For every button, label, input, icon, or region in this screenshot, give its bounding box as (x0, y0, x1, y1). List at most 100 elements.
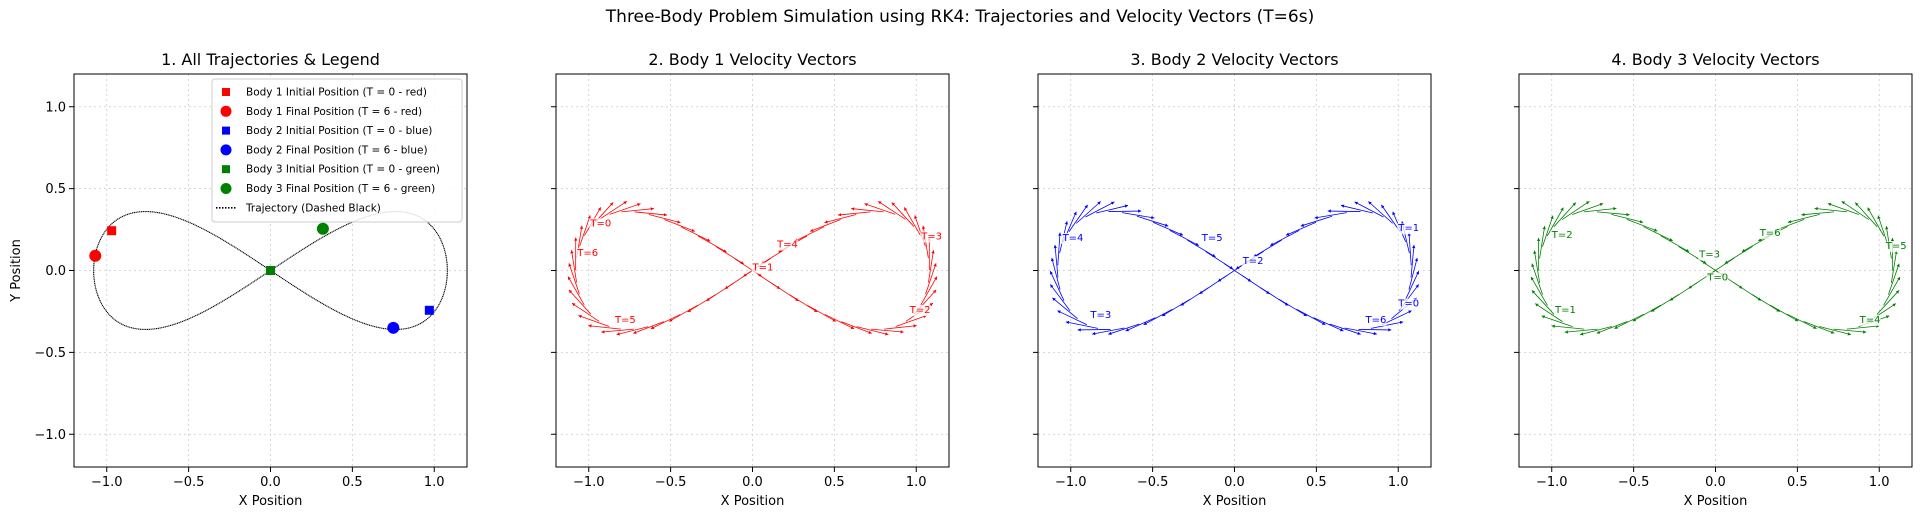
x-axis-label: X Position (1684, 494, 1748, 509)
time-label-bg (751, 262, 774, 274)
time-label: T=2 (1551, 230, 1573, 241)
velocity-vector (1579, 326, 1612, 336)
velocity-vector (1564, 328, 1598, 333)
velocity-arrowhead (1179, 232, 1184, 236)
velocity-arrowhead (1787, 220, 1792, 224)
velocity-vector (1270, 230, 1300, 246)
velocity-arrowhead (1626, 212, 1630, 217)
time-label-bg (1550, 229, 1573, 241)
chart-panel-3: 3. Body 2 Velocity Vectors −1.0 −0.5 0.0 0.5… (1033, 50, 1432, 509)
velocity-vector (1152, 221, 1184, 236)
velocity-arrowhead (864, 203, 868, 207)
legend-square-marker (222, 165, 230, 174)
velocity-vector (1143, 308, 1173, 326)
velocity-arrowhead (1585, 201, 1590, 205)
velocity-vector (1329, 323, 1361, 335)
velocity-arrowhead (579, 225, 584, 230)
plot-area: T=0 T=1 T=2 T=3 T=4 T=5 T=6 (567, 200, 943, 336)
velocity-vector (1096, 205, 1129, 214)
time-label: T=6 (1365, 315, 1387, 326)
velocity-arrowhead (1669, 238, 1673, 242)
legend-label: Body 3 Initial Position (T = 0 - green) (246, 164, 440, 176)
velocity-vector (1819, 326, 1852, 336)
time-label-bg (1241, 255, 1264, 267)
velocity-vector (578, 315, 610, 327)
velocity-arrowhead (824, 220, 828, 224)
y-tick-label: −1.0 (34, 428, 66, 443)
x-tick-label: −1.0 (1536, 475, 1568, 490)
velocity-vector (567, 276, 585, 306)
velocity-arrowhead (1053, 244, 1057, 249)
velocity-arrowhead (650, 325, 655, 329)
time-label-bg (1884, 241, 1907, 253)
velocity-vector (1408, 232, 1412, 266)
velocity-arrowhead (687, 308, 692, 312)
time-label-bg (1200, 233, 1223, 245)
velocity-arrowhead (1415, 271, 1420, 275)
time-label: T=0 (589, 218, 611, 229)
velocity-arrowhead (568, 289, 573, 294)
velocity-arrowhead (1300, 223, 1305, 227)
velocity-vector (1572, 203, 1604, 215)
velocity-arrowhead (1058, 232, 1062, 236)
velocity-arrowhead (1381, 204, 1385, 209)
velocity-arrowhead (810, 228, 814, 232)
trajectory-line (93, 210, 448, 331)
time-label: T=2 (1242, 256, 1264, 267)
velocity-vector (1533, 250, 1541, 284)
velocity-arrowhead (601, 330, 605, 334)
plot-area (89, 210, 448, 334)
time-label-bg (1397, 223, 1420, 235)
velocity-vector (697, 235, 727, 253)
x-tick-label: 0.5 (1787, 475, 1808, 490)
velocity-arrowhead (1841, 201, 1846, 205)
velocity-vector (824, 214, 857, 224)
time-label-bg (1706, 272, 1729, 284)
velocity-vector (807, 304, 837, 322)
velocity-arrowhead (1758, 238, 1762, 242)
velocity-vector (1051, 257, 1061, 290)
velocity-arrowhead (1596, 330, 1601, 334)
velocity-arrowhead (1877, 215, 1881, 220)
velocity-arrowhead (1164, 223, 1169, 227)
velocity-vector (1890, 250, 1898, 284)
velocity-vector (1626, 218, 1658, 232)
velocity-arrowhead (609, 202, 614, 206)
x-tick-label: 0.5 (824, 475, 845, 490)
time-label: T=5 (614, 315, 636, 326)
x-tick-label: 1.0 (424, 475, 445, 490)
legend-label: Body 2 Initial Position (T = 0 - blue) (246, 125, 432, 137)
velocity-vector (864, 203, 896, 215)
velocity-arrowhead (1321, 321, 1326, 325)
velocity-arrowhead (1550, 215, 1554, 220)
velocity-arrowhead (1894, 250, 1898, 254)
velocity-vector (599, 200, 628, 220)
initial-position-marker (424, 305, 434, 315)
time-label: T=6 (576, 248, 598, 259)
chart-panel-4: 4. Body 3 Velocity Vectors −1.0 −0.5 0.0 0.5… (1514, 50, 1913, 509)
velocity-vector (1300, 215, 1333, 227)
velocity-vector (1092, 327, 1125, 335)
velocity-arrowhead (1077, 328, 1081, 332)
velocity-vector (1340, 205, 1373, 214)
final-position-marker (89, 249, 102, 262)
legend-label: Body 2 Final Position (T = 6 - blue) (246, 144, 428, 156)
velocity-arrowhead (1408, 310, 1412, 314)
velocity-arrowhead (1847, 332, 1851, 336)
velocity-vector (1632, 304, 1662, 322)
chart-panel-1: 1. All Trajectories & Legend −1.0 −0.5 0.0 0… (9, 50, 468, 509)
velocity-vector (568, 263, 580, 295)
time-label: T=2 (909, 305, 931, 316)
velocity-arrowhead (574, 237, 578, 241)
velocity-vector (1751, 293, 1780, 312)
velocity-vector (571, 250, 577, 283)
velocity-arrowhead (1564, 330, 1568, 334)
velocity-vector (1596, 211, 1630, 216)
x-tick-label: −1.0 (91, 475, 123, 490)
x-tick-label: 0.5 (342, 475, 363, 490)
velocity-vector (837, 211, 871, 216)
velocity-vector (650, 314, 681, 330)
velocity-arrowhead (1057, 310, 1061, 314)
velocity-arrowhead (1388, 328, 1392, 332)
